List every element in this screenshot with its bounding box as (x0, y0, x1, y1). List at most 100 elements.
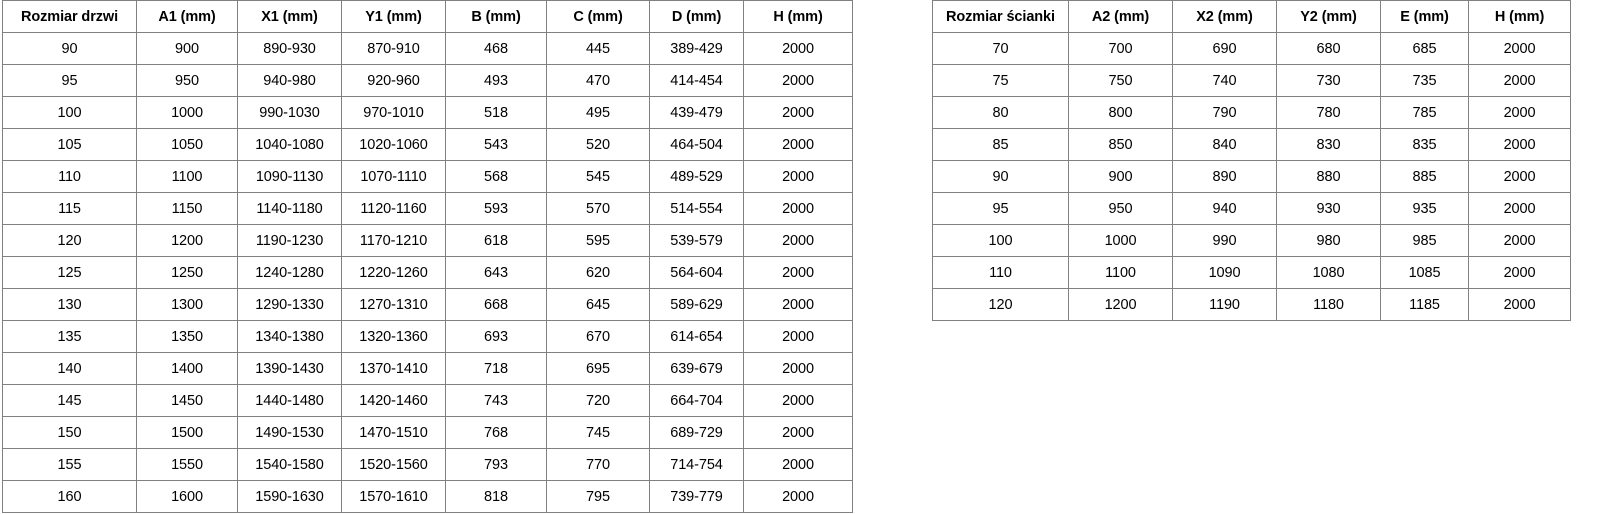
doors-cell: 2000 (743, 64, 853, 97)
doors-cell: 900 (136, 32, 238, 65)
wall-cell: 70 (932, 32, 1069, 65)
wall-cell: 2000 (1468, 224, 1571, 257)
wall-cell: 85 (932, 128, 1069, 161)
table-row: 90 900 890 880 885 2000 (932, 160, 1571, 193)
doors-cell: 2000 (743, 192, 853, 225)
doors-cell: 1040-1080 (237, 128, 342, 161)
doors-cell: 718 (445, 352, 547, 385)
wall-cell: 740 (1172, 64, 1277, 97)
doors-cell: 970-1010 (341, 96, 446, 129)
doors-cell: 620 (546, 256, 650, 289)
table-row: 95 950 940-980 920-960 493 470 414-454 2000 (2, 64, 853, 97)
doors-cell: 743 (445, 384, 547, 417)
doors-cell: 2000 (743, 288, 853, 321)
doors-cell: 493 (445, 64, 547, 97)
wall-cell: 680 (1276, 32, 1381, 65)
wall-dimension-table: Rozmiar ścianki A2 (mm) X2 (mm) Y2 (mm) E (m… (932, 0, 1571, 321)
wall-column-header: X2 (mm) (1172, 0, 1277, 33)
doors-cell: 689-729 (649, 416, 744, 449)
doors-cell: 1450 (136, 384, 238, 417)
table-row: 135 1350 1340-1380 1320-1360 693 670 614-654 20… (2, 320, 853, 353)
wall-cell: 950 (1068, 192, 1173, 225)
doors-table-body: 90 900 890-930 870-910 468 445 389-429 2000 95 95… (2, 32, 853, 513)
doors-cell: 1240-1280 (237, 256, 342, 289)
table-row: 110 1100 1090 1080 1085 2000 (932, 256, 1571, 289)
wall-cell: 750 (1068, 64, 1173, 97)
wall-cell: 830 (1276, 128, 1381, 161)
wall-cell: 850 (1068, 128, 1173, 161)
doors-cell: 468 (445, 32, 547, 65)
doors-cell: 543 (445, 128, 547, 161)
doors-cell: 120 (2, 224, 137, 257)
doors-cell: 414-454 (649, 64, 744, 97)
doors-cell: 739-779 (649, 480, 744, 513)
doors-cell: 110 (2, 160, 137, 193)
doors-dimension-table: Rozmiar drzwi A1 (mm) X1 (mm) Y1 (mm) B (mm)… (2, 0, 853, 513)
doors-cell: 495 (546, 96, 650, 129)
doors-cell: 1200 (136, 224, 238, 257)
doors-table-header: Rozmiar drzwi A1 (mm) X1 (mm) Y1 (mm) B (mm)… (2, 0, 853, 33)
wall-table-header: Rozmiar ścianki A2 (mm) X2 (mm) Y2 (mm) E (m… (932, 0, 1571, 33)
table-row: 105 1050 1040-1080 1020-1060 543 520 464-504 20… (2, 128, 853, 161)
doors-cell: 1540-1580 (237, 448, 342, 481)
wall-cell: 735 (1380, 64, 1469, 97)
doors-cell: 670 (546, 320, 650, 353)
doors-cell: 570 (546, 192, 650, 225)
doors-cell: 664-704 (649, 384, 744, 417)
table-row: 155 1550 1540-1580 1520-1560 793 770 714-754 20… (2, 448, 853, 481)
doors-cell: 514-554 (649, 192, 744, 225)
doors-cell: 520 (546, 128, 650, 161)
doors-cell: 1590-1630 (237, 480, 342, 513)
doors-cell: 2000 (743, 32, 853, 65)
doors-cell: 125 (2, 256, 137, 289)
wall-cell: 1180 (1276, 288, 1381, 321)
table-row: 150 1500 1490-1530 1470-1510 768 745 689-729 20… (2, 416, 853, 449)
doors-cell: 2000 (743, 480, 853, 513)
wall-dimension-table-container: Rozmiar ścianki A2 (mm) X2 (mm) Y2 (mm) E (m… (932, 0, 1571, 321)
doors-cell: 95 (2, 64, 137, 97)
table-row: 100 1000 990 980 985 2000 (932, 224, 1571, 257)
doors-cell: 720 (546, 384, 650, 417)
doors-cell: 2000 (743, 416, 853, 449)
table-row: 90 900 890-930 870-910 468 445 389-429 2000 (2, 32, 853, 65)
wall-cell: 1000 (1068, 224, 1173, 257)
wall-cell: 885 (1380, 160, 1469, 193)
doors-cell: 2000 (743, 128, 853, 161)
table-row: 145 1450 1440-1480 1420-1460 743 720 664-704 20… (2, 384, 853, 417)
wall-cell: 75 (932, 64, 1069, 97)
doors-cell: 140 (2, 352, 137, 385)
doors-column-header: B (mm) (445, 0, 547, 33)
table-row: 80 800 790 780 785 2000 (932, 96, 1571, 129)
doors-cell: 695 (546, 352, 650, 385)
wall-column-header: A2 (mm) (1068, 0, 1173, 33)
wall-cell: 700 (1068, 32, 1173, 65)
doors-cell: 545 (546, 160, 650, 193)
doors-cell: 1600 (136, 480, 238, 513)
doors-cell: 614-654 (649, 320, 744, 353)
wall-cell: 890 (1172, 160, 1277, 193)
doors-cell: 890-930 (237, 32, 342, 65)
wall-cell: 110 (932, 256, 1069, 289)
doors-cell: 1500 (136, 416, 238, 449)
doors-cell: 950 (136, 64, 238, 97)
doors-cell: 1350 (136, 320, 238, 353)
wall-cell: 990 (1172, 224, 1277, 257)
doors-column-header: Rozmiar drzwi (2, 0, 137, 33)
doors-column-header: A1 (mm) (136, 0, 238, 33)
doors-cell: 1470-1510 (341, 416, 446, 449)
doors-cell: 150 (2, 416, 137, 449)
doors-cell: 135 (2, 320, 137, 353)
wall-cell: 840 (1172, 128, 1277, 161)
doors-cell: 445 (546, 32, 650, 65)
wall-cell: 935 (1380, 192, 1469, 225)
doors-cell: 1190-1230 (237, 224, 342, 257)
doors-cell: 1000 (136, 96, 238, 129)
doors-cell: 618 (445, 224, 547, 257)
doors-cell: 464-504 (649, 128, 744, 161)
doors-cell: 90 (2, 32, 137, 65)
wall-cell: 1185 (1380, 288, 1469, 321)
wall-cell: 1190 (1172, 288, 1277, 321)
doors-cell: 770 (546, 448, 650, 481)
doors-cell: 818 (445, 480, 547, 513)
wall-column-header: E (mm) (1380, 0, 1469, 33)
